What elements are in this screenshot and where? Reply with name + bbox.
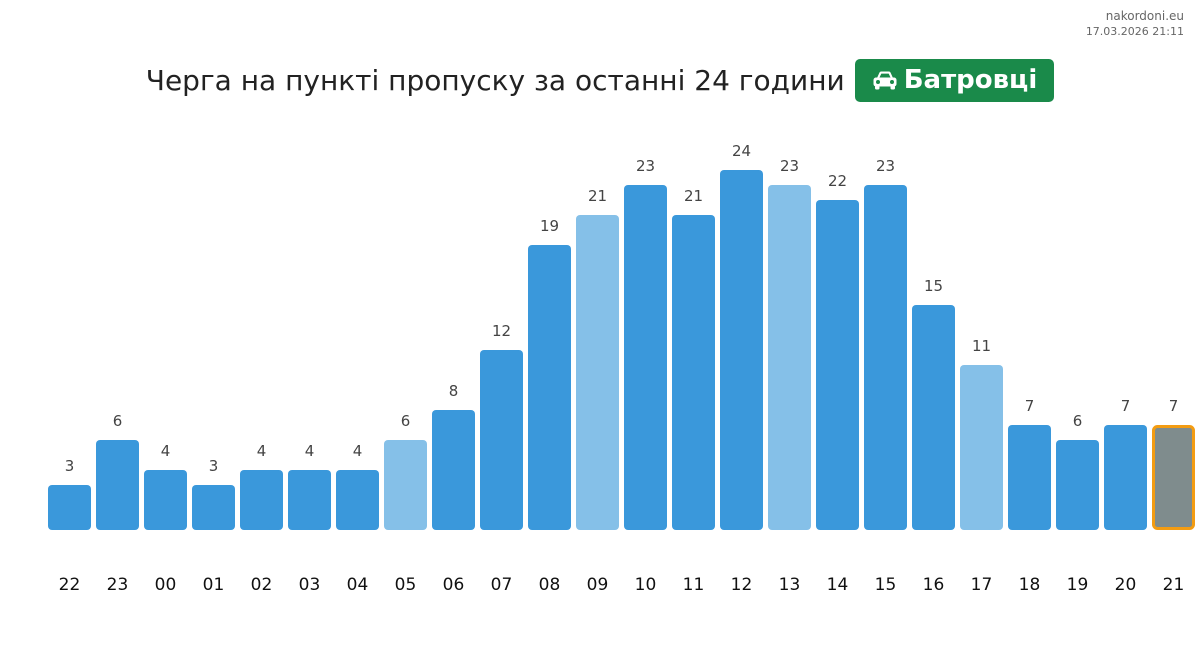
value-label-02: 4 — [257, 442, 267, 460]
hour-label-12: 12 — [731, 575, 753, 595]
site-name: nakordoni.eu — [1105, 9, 1184, 23]
bar-17 — [960, 365, 1003, 530]
bar-08 — [528, 245, 571, 530]
bar-03 — [288, 470, 331, 530]
hour-label-13: 13 — [779, 575, 801, 595]
value-label-19: 6 — [1073, 412, 1083, 430]
hour-label-16: 16 — [923, 575, 945, 595]
bar-06 — [432, 410, 475, 530]
hour-label-22: 22 — [59, 575, 81, 595]
value-label-14: 22 — [828, 172, 847, 190]
value-label-06: 8 — [449, 382, 459, 400]
timestamp: 17.03.2026 21:11 — [1085, 25, 1184, 38]
hour-label-15: 15 — [875, 575, 897, 595]
value-label-18: 7 — [1025, 397, 1035, 415]
checkpoint-name: Батровці — [903, 65, 1038, 95]
bar-12 — [720, 170, 763, 530]
value-label-07: 12 — [492, 322, 511, 340]
value-label-01: 3 — [209, 457, 219, 475]
hour-label-07: 07 — [491, 575, 513, 595]
title-row: Черга на пункті пропуску за останні 24 г… — [0, 58, 1200, 102]
checkpoint-badge: Батровці — [854, 58, 1055, 102]
hour-label-06: 06 — [443, 575, 465, 595]
bar-13 — [768, 185, 811, 530]
hour-label-01: 01 — [203, 575, 225, 595]
hour-label-11: 11 — [683, 575, 705, 595]
hour-label-03: 03 — [299, 575, 321, 595]
bar-10 — [624, 185, 667, 530]
hour-label-02: 02 — [251, 575, 273, 595]
bar-11 — [672, 215, 715, 530]
value-label-09: 21 — [588, 187, 607, 205]
value-label-15: 23 — [876, 157, 895, 175]
value-label-20: 7 — [1121, 397, 1131, 415]
hour-label-18: 18 — [1019, 575, 1041, 595]
value-label-10: 23 — [636, 157, 655, 175]
bar-14 — [816, 200, 859, 530]
bar-18 — [1008, 425, 1051, 530]
bar-22 — [48, 485, 91, 530]
hour-label-20: 20 — [1115, 575, 1137, 595]
car-icon — [873, 71, 897, 90]
hour-label-09: 09 — [587, 575, 609, 595]
value-label-03: 4 — [305, 442, 315, 460]
bar-16 — [912, 305, 955, 530]
bar-21 — [1152, 425, 1195, 530]
page-title: Черга на пункті пропуску за останні 24 г… — [145, 63, 845, 97]
hour-label-08: 08 — [539, 575, 561, 595]
value-label-13: 23 — [780, 157, 799, 175]
bar-02 — [240, 470, 283, 530]
hour-label-17: 17 — [971, 575, 993, 595]
hour-label-14: 14 — [827, 575, 849, 595]
bar-05 — [384, 440, 427, 530]
value-label-12: 24 — [732, 142, 751, 160]
value-label-23: 6 — [113, 412, 123, 430]
bar-20 — [1104, 425, 1147, 530]
bar-19 — [1056, 440, 1099, 530]
value-label-16: 15 — [924, 277, 943, 295]
value-label-08: 19 — [540, 217, 559, 235]
hour-label-00: 00 — [155, 575, 177, 595]
hour-label-10: 10 — [635, 575, 657, 595]
hour-label-21: 21 — [1163, 575, 1185, 595]
bar-23 — [96, 440, 139, 530]
value-label-17: 11 — [972, 337, 991, 355]
value-label-21: 7 — [1169, 397, 1179, 415]
bar-09 — [576, 215, 619, 530]
bar-00 — [144, 470, 187, 530]
bar-15 — [864, 185, 907, 530]
hour-label-23: 23 — [107, 575, 129, 595]
value-label-00: 4 — [161, 442, 171, 460]
value-label-11: 21 — [684, 187, 703, 205]
bar-01 — [192, 485, 235, 530]
hour-label-05: 05 — [395, 575, 417, 595]
value-label-22: 3 — [65, 457, 75, 475]
bar-07 — [480, 350, 523, 530]
bar-04 — [336, 470, 379, 530]
hour-label-04: 04 — [347, 575, 369, 595]
value-label-05: 6 — [401, 412, 411, 430]
watermark: nakordoni.eu 17.03.2026 21:11 — [1086, 8, 1184, 40]
hour-label-19: 19 — [1067, 575, 1089, 595]
value-label-04: 4 — [353, 442, 363, 460]
